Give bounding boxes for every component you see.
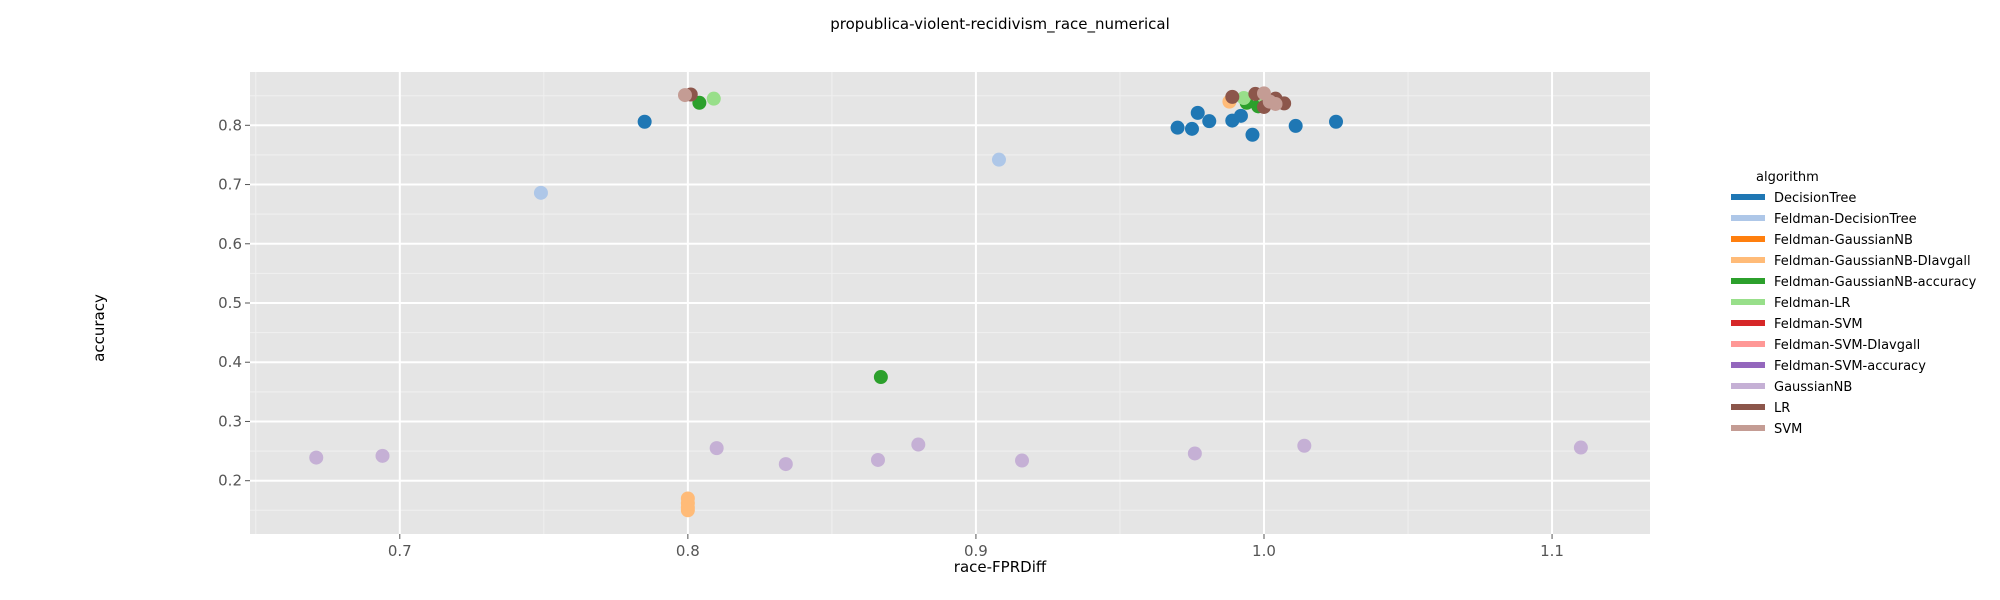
legend-label: Feldman-GaussianNB-accuracy — [1774, 275, 1977, 290]
data-point — [778, 457, 793, 472]
series-feldman-decisiontree — [533, 152, 1006, 200]
data-point — [1015, 453, 1030, 468]
legend-swatch — [1731, 236, 1765, 242]
legend-swatch — [1731, 425, 1765, 431]
data-point — [1573, 440, 1588, 455]
legend-swatch — [1731, 215, 1765, 221]
legend-swatch — [1731, 299, 1765, 305]
y-tick-label: 0.3 — [218, 412, 242, 430]
legend-label: Feldman-DecisionTree — [1774, 212, 1917, 227]
y-axis-ticks: 0.2 0.3 0.4 0.5 0.6 0.7 0.8 — [218, 116, 250, 490]
data-points — [309, 86, 1588, 518]
series-decisiontree — [637, 105, 1344, 142]
x-tick-label: 0.8 — [676, 542, 700, 560]
data-point — [870, 452, 885, 467]
data-point — [991, 152, 1006, 167]
y-tick-label: 0.4 — [218, 353, 242, 371]
data-point — [533, 185, 548, 200]
legend-label: Feldman-LR — [1774, 296, 1850, 311]
data-point — [1297, 438, 1312, 453]
y-tick-label: 0.7 — [218, 176, 242, 194]
y-axis-label: accuracy — [90, 294, 108, 362]
data-point — [1170, 120, 1185, 135]
data-point — [1202, 114, 1217, 129]
data-point — [680, 503, 695, 518]
data-point — [873, 370, 888, 385]
major-gridlines — [250, 72, 1650, 534]
legend-swatch — [1731, 362, 1765, 368]
x-tick-label: 0.9 — [964, 542, 988, 560]
y-tick-label: 0.8 — [218, 116, 242, 134]
minor-gridlines — [250, 72, 1650, 534]
x-axis-ticks: 0.7 0.8 0.9 1.0 1.1 — [388, 534, 1564, 560]
data-point — [1225, 89, 1240, 104]
y-tick-label: 0.5 — [218, 294, 242, 312]
legend-label: Feldman-SVM-DIavgall — [1774, 338, 1920, 353]
x-tick-label: 1.1 — [1540, 542, 1564, 560]
y-tick-label: 0.6 — [218, 235, 242, 253]
legend-swatch — [1731, 383, 1765, 389]
data-point — [911, 437, 926, 452]
legend-label: LR — [1774, 401, 1790, 416]
y-tick-label: 0.2 — [218, 472, 242, 490]
series-svm — [677, 86, 1283, 111]
data-point — [677, 88, 692, 103]
data-point — [1245, 127, 1260, 142]
data-point — [706, 91, 721, 106]
data-point — [1184, 121, 1199, 136]
x-axis-label: race-FPRDiff — [954, 558, 1047, 576]
data-point — [692, 95, 707, 110]
data-point — [709, 441, 724, 456]
legend-label: DecisionTree — [1774, 191, 1856, 206]
series-gaussiannb — [309, 437, 1588, 472]
legend-swatch — [1731, 194, 1765, 200]
legend-swatch — [1731, 278, 1765, 284]
data-point — [1187, 446, 1202, 461]
data-point — [1288, 118, 1303, 133]
legend-label: Feldman-SVM-accuracy — [1774, 359, 1926, 374]
legend-swatch — [1731, 404, 1765, 410]
legend-label: Feldman-GaussianNB — [1774, 233, 1913, 248]
data-point — [1190, 105, 1205, 120]
data-point — [1329, 114, 1344, 129]
x-tick-label: 1.0 — [1252, 542, 1276, 560]
data-point — [309, 450, 324, 465]
data-point — [637, 114, 652, 129]
chart-title: propublica-violent-recidivism_race_numer… — [830, 15, 1170, 34]
data-point — [1268, 96, 1283, 111]
data-point — [1236, 91, 1251, 106]
legend: algorithm DecisionTree Feldman-DecisionTr… — [1731, 170, 1977, 437]
x-tick-label: 0.7 — [388, 542, 412, 560]
legend-label: Feldman-SVM — [1774, 317, 1863, 332]
data-point — [1233, 108, 1248, 123]
legend-title: algorithm — [1756, 170, 1819, 185]
legend-swatch — [1731, 257, 1765, 263]
legend-label: Feldman-GaussianNB-DIavgall — [1774, 254, 1971, 269]
legend-label: SVM — [1774, 422, 1802, 437]
data-point — [375, 448, 390, 463]
legend-label: GaussianNB — [1774, 380, 1852, 395]
legend-swatch — [1731, 320, 1765, 326]
legend-swatch — [1731, 341, 1765, 347]
